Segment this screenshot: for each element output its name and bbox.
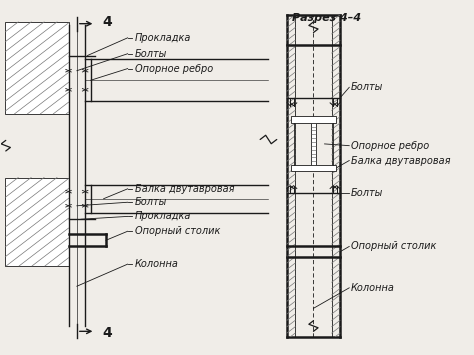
Text: Болты: Болты xyxy=(351,189,383,198)
Text: Опорное ребро: Опорное ребро xyxy=(135,64,213,73)
Text: Опорный столик: Опорный столик xyxy=(135,226,220,236)
Text: Болты: Болты xyxy=(351,82,383,92)
Text: 4: 4 xyxy=(102,15,112,29)
Text: Разрез 4–4: Разрез 4–4 xyxy=(292,13,361,23)
Text: Балка двутавровая: Балка двутавровая xyxy=(351,155,451,165)
Text: 4: 4 xyxy=(102,326,112,340)
Text: Болты: Болты xyxy=(135,197,167,207)
Text: Колонна: Колонна xyxy=(135,259,178,269)
Text: Колонна: Колонна xyxy=(351,283,395,293)
Bar xyxy=(292,116,336,123)
Text: Прокладка: Прокладка xyxy=(135,211,191,222)
Bar xyxy=(292,165,336,171)
Text: Балка двутавровая: Балка двутавровая xyxy=(135,184,234,194)
Bar xyxy=(5,22,69,114)
Text: Опорный столик: Опорный столик xyxy=(351,241,437,251)
Bar xyxy=(310,123,316,165)
Text: Опорное ребро: Опорное ребро xyxy=(351,141,429,151)
Bar xyxy=(5,178,69,266)
Text: Болты: Болты xyxy=(135,49,167,59)
Text: Прокладка: Прокладка xyxy=(135,33,191,43)
